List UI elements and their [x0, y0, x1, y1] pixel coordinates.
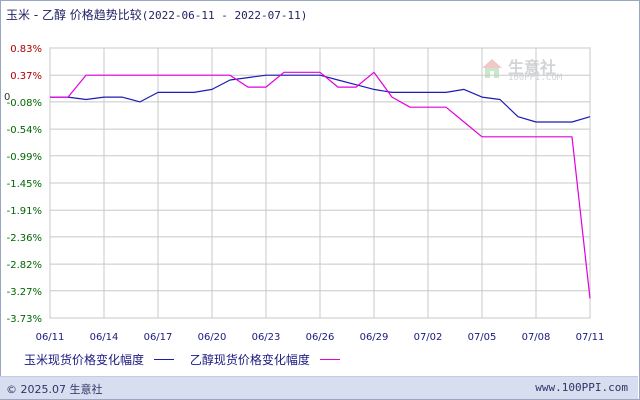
- legend-label-ethanol: 乙醇现货价格变化幅度: [189, 353, 310, 367]
- x-tick-label: 07/05: [468, 332, 497, 343]
- chart-title: 玉米 - 乙醇 价格趋势比较(2022-06-11 - 2022-07-11): [6, 6, 307, 23]
- y-zero-label: 0: [4, 92, 10, 103]
- legend-item-ethanol: 乙醇现货价格变化幅度: [190, 351, 340, 368]
- footer-bar: © 2025.07 生意社 www.100PPI.com: [0, 376, 638, 399]
- house-logo-icon: [482, 59, 502, 78]
- legend: 玉米现货价格变化幅度 乙醇现货价格变化幅度: [24, 351, 352, 368]
- y-tick-label: -1.45%: [7, 179, 42, 190]
- x-tick-label: 06/23: [252, 332, 281, 343]
- x-tick-label: 06/17: [144, 332, 173, 343]
- x-tick-label: 07/02: [414, 332, 443, 343]
- y-tick-label: 0.37%: [10, 71, 42, 82]
- x-tick-label: 06/11: [36, 332, 65, 343]
- x-tick-label: 07/08: [522, 332, 551, 343]
- series-line-ethanol: [50, 71, 591, 299]
- x-tick-label: 06/20: [198, 332, 227, 343]
- x-tick-label: 06/26: [306, 332, 335, 343]
- copyright-text: © 2025.07 生意社: [6, 383, 103, 396]
- series-line-corn: [50, 74, 591, 123]
- x-tick-label: 06/14: [90, 332, 119, 343]
- y-tick-label: -0.99%: [7, 152, 42, 163]
- site-url: www.100PPI.com: [535, 381, 628, 394]
- legend-item-corn: 玉米现货价格变化幅度: [24, 351, 175, 368]
- y-tick-label: -1.91%: [7, 206, 42, 217]
- y-tick-label: -2.82%: [7, 260, 42, 271]
- y-tick-label: 0.83%: [10, 44, 42, 55]
- x-tick-label: 07/11: [576, 332, 605, 343]
- y-tick-label: -0.54%: [7, 125, 42, 136]
- watermark-url: 100PPI.COM: [508, 73, 563, 83]
- legend-line-ethanol: [319, 359, 340, 360]
- legend-label-corn: 玉米现货价格变化幅度: [24, 353, 145, 367]
- legend-line-corn: [154, 359, 175, 360]
- watermark: 生意社 100PPI.COM: [480, 54, 576, 84]
- chart-title-main: 玉米 - 乙醇 价格趋势比较: [6, 8, 142, 22]
- chart-title-range: (2022-06-11 - 2022-07-11): [141, 9, 308, 22]
- line-chart: 0.83% 0.37% -0.08% -0.54% -0.99% -1.45% -1.91%…: [4, 44, 605, 343]
- y-tick-label: -3.73%: [7, 314, 42, 325]
- y-tick-label: -0.08%: [7, 98, 42, 109]
- y-tick-label: -3.27%: [7, 287, 42, 298]
- watermark-name: 生意社: [508, 58, 557, 77]
- y-tick-label: -2.36%: [7, 233, 42, 244]
- x-tick-label: 06/29: [360, 332, 389, 343]
